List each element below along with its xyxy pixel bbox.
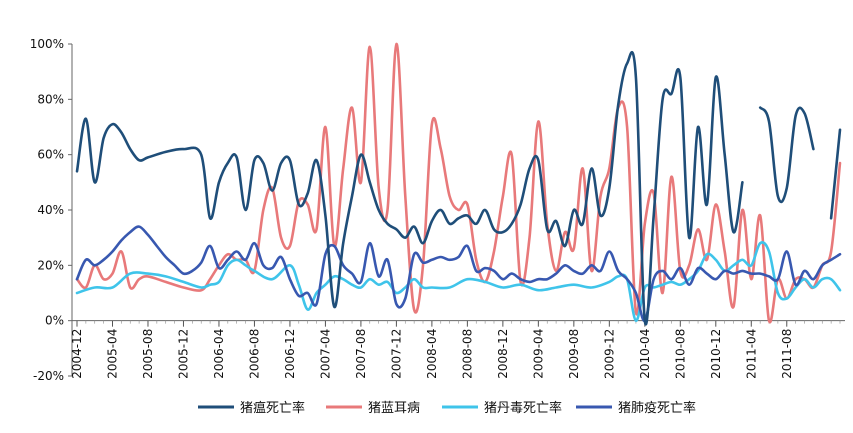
- x-tick-label: 2009-08: [567, 329, 581, 379]
- x-tick-label: 2004-12: [70, 329, 84, 379]
- x-tick-label: 2010-12: [709, 329, 723, 379]
- series-line-2: [75, 241, 842, 323]
- x-tick-label: 2007-08: [354, 329, 368, 379]
- series-line-1: [75, 42, 842, 324]
- y-tick-label: 20%: [37, 258, 64, 272]
- y-tick-label: 80%: [37, 92, 64, 106]
- x-tick-label: 2005-08: [141, 329, 155, 379]
- x-tick-label: 2008-08: [460, 329, 474, 379]
- series-line-0: [75, 50, 744, 326]
- x-tick-label: 2006-12: [283, 329, 297, 379]
- x-tick-label: 2011-08: [780, 329, 794, 379]
- legend-label: 猪蓝耳病: [368, 401, 420, 416]
- x-tick-label: 2007-04: [318, 329, 332, 379]
- legend-label: 猪丹毒死亡率: [484, 400, 562, 416]
- x-tick-label: 2007-12: [389, 329, 403, 379]
- y-axis: -20% 0% 20% 40% 60% 80% 100%: [30, 37, 73, 383]
- x-tick-label: 2006-08: [247, 329, 261, 379]
- series-line-3: [75, 225, 842, 323]
- x-tick-label: 2008-04: [425, 329, 439, 379]
- legend-label: 猪肺疫死亡率: [618, 400, 696, 416]
- x-tick-label: 2009-04: [531, 329, 545, 379]
- legend: 猪瘟死亡率 猪蓝耳病 猪丹毒死亡率 猪肺疫死亡率: [198, 400, 696, 416]
- x-tick-label: 2005-04: [105, 329, 119, 379]
- x-tick-label: 2009-12: [602, 329, 616, 379]
- x-tick-label: 2010-08: [673, 329, 687, 379]
- y-tick-label: -20%: [33, 369, 64, 383]
- y-tick-label: 0%: [45, 314, 64, 328]
- x-tick-label: 2010-04: [638, 329, 652, 379]
- y-tick-label: 100%: [30, 37, 64, 51]
- x-tick-label: 2008-12: [496, 329, 510, 379]
- plot-series: [75, 42, 842, 326]
- y-tick-label: 40%: [37, 203, 64, 217]
- x-tick-label: 2006-04: [212, 329, 226, 379]
- x-axis: 2004-12 2005-04 2005-08 2005-12 2006-04 2006-…: [70, 320, 845, 379]
- y-tick-label: 60%: [37, 148, 64, 162]
- series-line-0: [758, 106, 815, 204]
- x-tick-label: 2005-12: [176, 329, 190, 379]
- x-tick-label: 2011-04: [744, 329, 758, 379]
- series-line-0: [829, 128, 842, 220]
- legend-label: 猪瘟死亡率: [240, 400, 305, 416]
